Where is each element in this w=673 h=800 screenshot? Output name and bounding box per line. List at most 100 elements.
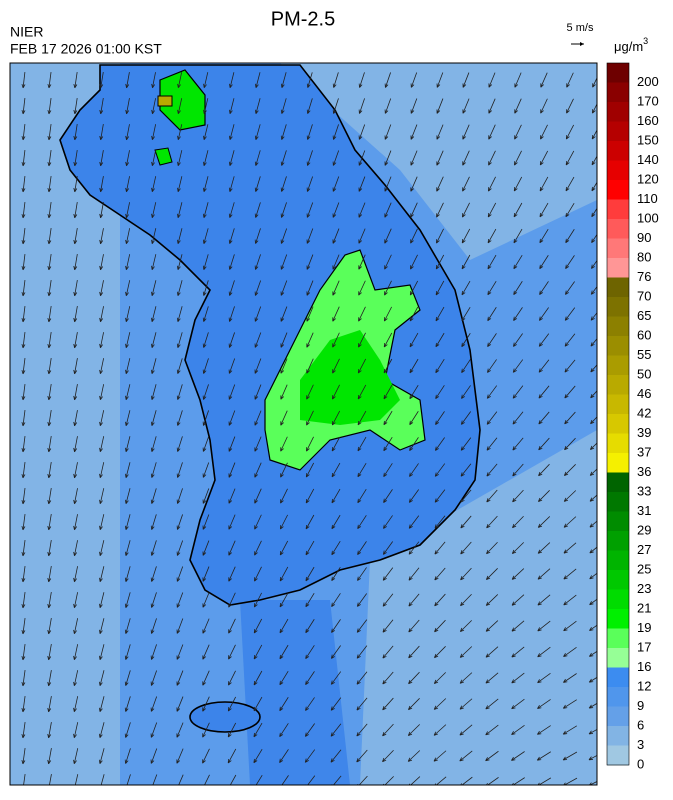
wind-arrow <box>564 411 576 425</box>
wind-arrow <box>487 202 497 218</box>
wind-arrow <box>514 124 522 140</box>
wind-arrow <box>306 410 314 426</box>
wind-arrow <box>563 594 577 606</box>
wind-arrow <box>332 280 340 296</box>
wind-arrow <box>408 541 420 555</box>
wind-arrow <box>589 598 597 606</box>
wind-arrow <box>254 514 262 530</box>
wind-arrow <box>202 696 210 712</box>
colorbar-label: 12 <box>637 678 651 693</box>
wind-arrow <box>47 540 52 557</box>
wind-arrow <box>434 463 446 477</box>
wind-arrow <box>306 436 314 452</box>
wind-arrow <box>47 670 52 687</box>
colorbar-label: 55 <box>637 347 651 362</box>
wind-arrow <box>435 359 445 374</box>
wind-arrow <box>73 670 79 687</box>
wind-arrow <box>73 592 79 609</box>
wind-scale-label: 5 m/s <box>567 22 594 34</box>
wind-arrow <box>73 228 78 245</box>
wind-arrow <box>462 72 470 88</box>
wind-arrow <box>487 280 497 296</box>
wind-arrow <box>565 124 575 140</box>
wind-arrow <box>408 515 420 529</box>
colorbar-segment <box>607 277 629 298</box>
wind-arrow <box>486 385 498 399</box>
wind-arrow <box>486 437 498 451</box>
wind-arrow <box>124 540 131 556</box>
colorbar-label: 36 <box>637 464 651 479</box>
wind-arrow <box>125 150 130 167</box>
wind-arrow <box>228 566 236 582</box>
wind-arrow <box>384 202 392 218</box>
colorbar-segment <box>607 433 629 454</box>
wind-arrow <box>511 542 524 554</box>
wind-arrow <box>47 176 52 193</box>
wind-arrow <box>176 384 183 400</box>
wind-arrow <box>73 124 78 141</box>
wind-arrow <box>150 462 157 478</box>
wind-arrow <box>125 280 131 297</box>
wind-arrow <box>486 411 498 425</box>
wind-arrow <box>99 644 105 660</box>
wind-arrow <box>485 594 499 606</box>
wind-arrow <box>358 254 366 270</box>
wind-arrow <box>592 76 597 88</box>
wind-arrow <box>99 228 104 245</box>
wind-arrow <box>436 176 444 192</box>
wind-arrow <box>408 776 421 785</box>
wind-arrow <box>178 774 184 785</box>
wind-arrow <box>588 676 597 683</box>
wind-arrow <box>21 436 26 453</box>
wind-arrow <box>228 280 235 296</box>
wind-arrow <box>306 124 313 140</box>
wind-arrow <box>332 384 340 400</box>
wind-arrow <box>150 618 157 634</box>
wind-arrow <box>459 620 472 632</box>
wind-arrow <box>485 750 499 762</box>
wind-arrow <box>589 650 597 657</box>
wind-arrow <box>203 98 209 115</box>
wind-arrow <box>434 567 446 581</box>
wind-arrow <box>21 410 26 427</box>
colorbar-label: 160 <box>637 113 659 128</box>
wind-arrow <box>253 696 263 712</box>
wind-arrow <box>254 98 261 114</box>
colorbar-label: 170 <box>637 93 659 108</box>
wind-arrow <box>254 280 262 296</box>
wind-arrow <box>462 98 470 114</box>
wind-arrow <box>357 541 367 555</box>
colorbar-frame <box>606 62 630 766</box>
map <box>9 62 598 786</box>
wind-arrow <box>305 488 315 504</box>
wind-arrow <box>434 776 447 785</box>
wind-arrow <box>382 541 394 555</box>
wind-arrow <box>461 333 471 348</box>
wind-arrow <box>590 416 597 425</box>
colorbar-segment <box>607 472 629 493</box>
colorbar-segment <box>607 570 629 590</box>
wind-arrow <box>435 280 445 296</box>
wind-arrow <box>254 384 262 400</box>
wind-arrow <box>305 697 315 711</box>
wind-arrow <box>150 488 157 504</box>
wind-arrow <box>536 751 551 761</box>
wind-arrow <box>435 254 445 270</box>
colorbar-segment <box>607 316 629 337</box>
wind-arrow <box>356 671 368 685</box>
wind-arrow <box>384 124 392 140</box>
wind-arrow <box>202 306 209 322</box>
wind-arrow <box>254 462 262 478</box>
wind-arrow <box>125 228 131 245</box>
wind-arrow <box>99 618 105 635</box>
wind-arrow <box>565 176 575 192</box>
wind-arrow <box>384 176 392 192</box>
wind-arrow <box>124 618 131 634</box>
wind-arrow <box>306 72 313 88</box>
wind-arrow <box>512 437 524 451</box>
wind-arrow <box>410 202 418 218</box>
wind-arrow <box>176 358 183 374</box>
wind-arrow <box>460 593 472 607</box>
wind-arrow <box>565 255 575 269</box>
wind-arrow <box>306 280 314 296</box>
